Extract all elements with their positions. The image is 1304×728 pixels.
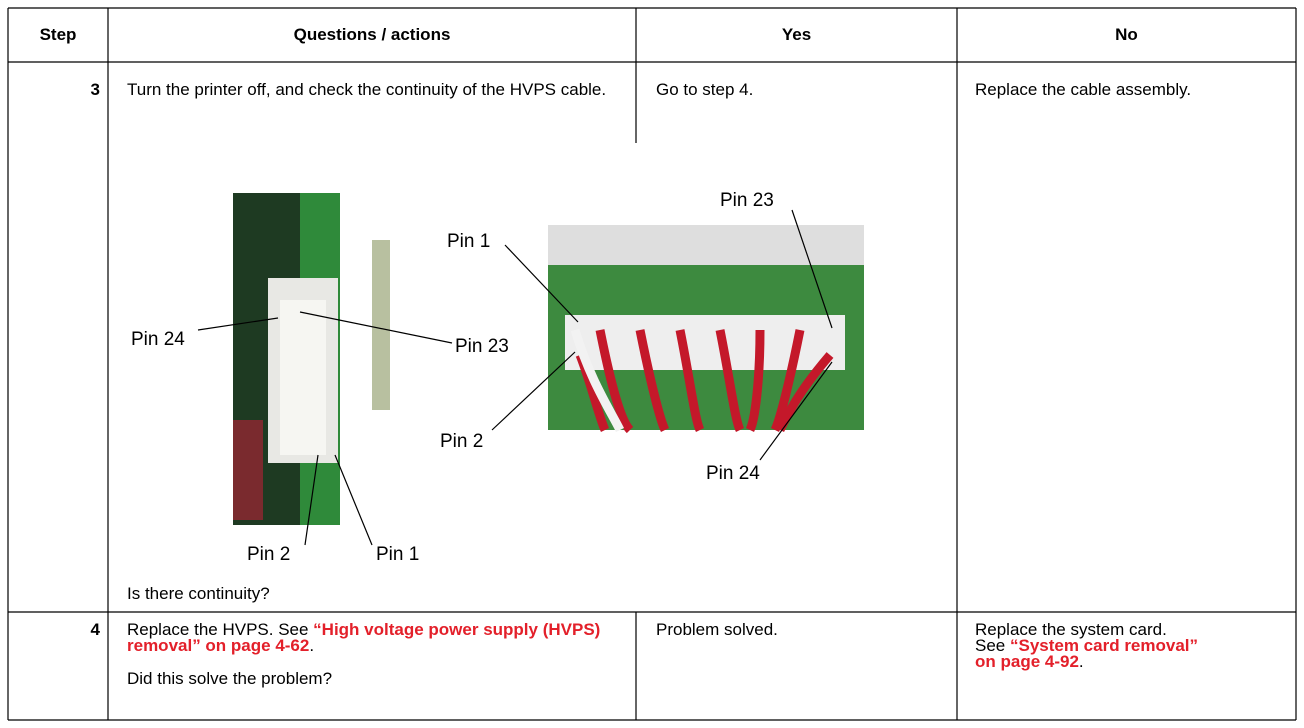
borders (7, 7, 1297, 721)
yes-action: Go to step 4. (656, 80, 754, 99)
no-action: Replace the cable assembly. (975, 80, 1192, 99)
pin-label: Pin 24 (706, 463, 760, 484)
header-cell: Step (39, 25, 77, 44)
question: Turn the printer off, and check the cont… (127, 80, 607, 99)
yes-action: Problem solved. (656, 620, 778, 639)
leader-lines (197, 209, 833, 546)
pin-label: Pin 24 (131, 329, 185, 350)
prompt: Did this solve the problem? (127, 669, 333, 688)
no-action: Replace the system card. See “System car… (975, 620, 1200, 671)
text: . (309, 636, 315, 655)
pin-label: Pin 1 (376, 544, 419, 565)
header-cell: No (1115, 25, 1138, 44)
pin-label: Pin 1 (447, 231, 490, 252)
pin-label: Pin 23 (720, 190, 774, 211)
text: Replace the HVPS. See (127, 620, 314, 639)
text: Replace the system card. See (975, 620, 1167, 655)
header-cell: Yes (781, 25, 812, 44)
step: 3 (90, 80, 100, 99)
pin-label: Pin 2 (440, 431, 483, 452)
prompt: Is there continuity? (127, 584, 270, 603)
photo-right (548, 225, 864, 434)
question: Replace the HVPS. See “High voltage powe… (127, 620, 627, 655)
text: . (1078, 652, 1084, 671)
link[interactable]: “High voltage power supply (HVPS) remova… (127, 620, 601, 655)
photo-left (233, 193, 390, 525)
pin-label: Pin 23 (455, 336, 509, 357)
link[interactable]: “System card removal” on page 4-92 (975, 636, 1199, 671)
pin-label: Pin 2 (247, 544, 290, 565)
header-cell: Questions / actions (293, 25, 451, 44)
step: 4 (90, 620, 100, 639)
